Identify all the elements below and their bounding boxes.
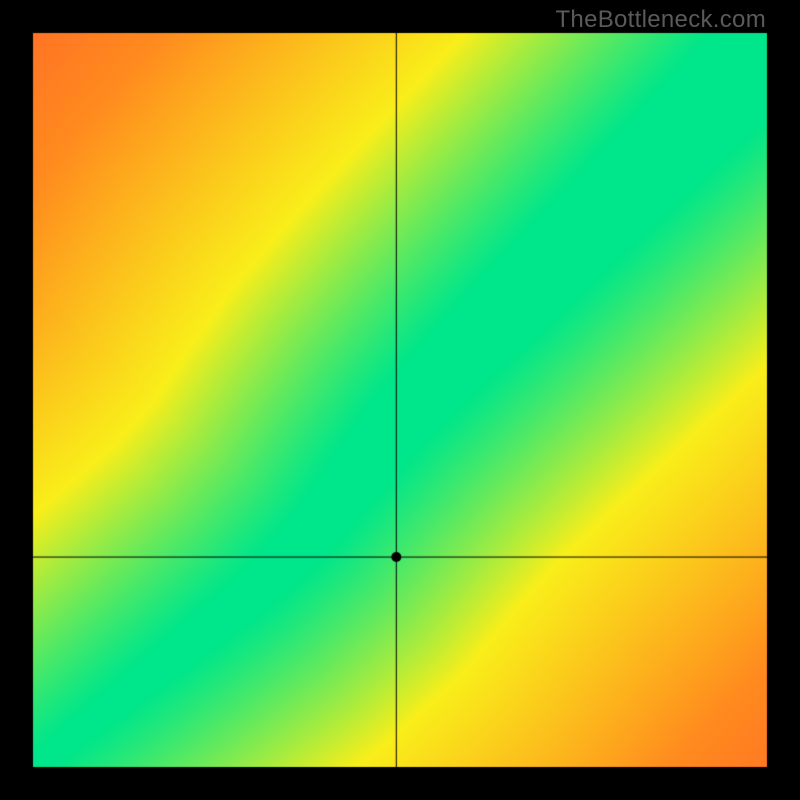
bottleneck-chart-container: TheBottleneck.com — [0, 0, 800, 800]
watermark-text: TheBottleneck.com — [555, 6, 766, 34]
heatmap-canvas — [0, 0, 800, 800]
